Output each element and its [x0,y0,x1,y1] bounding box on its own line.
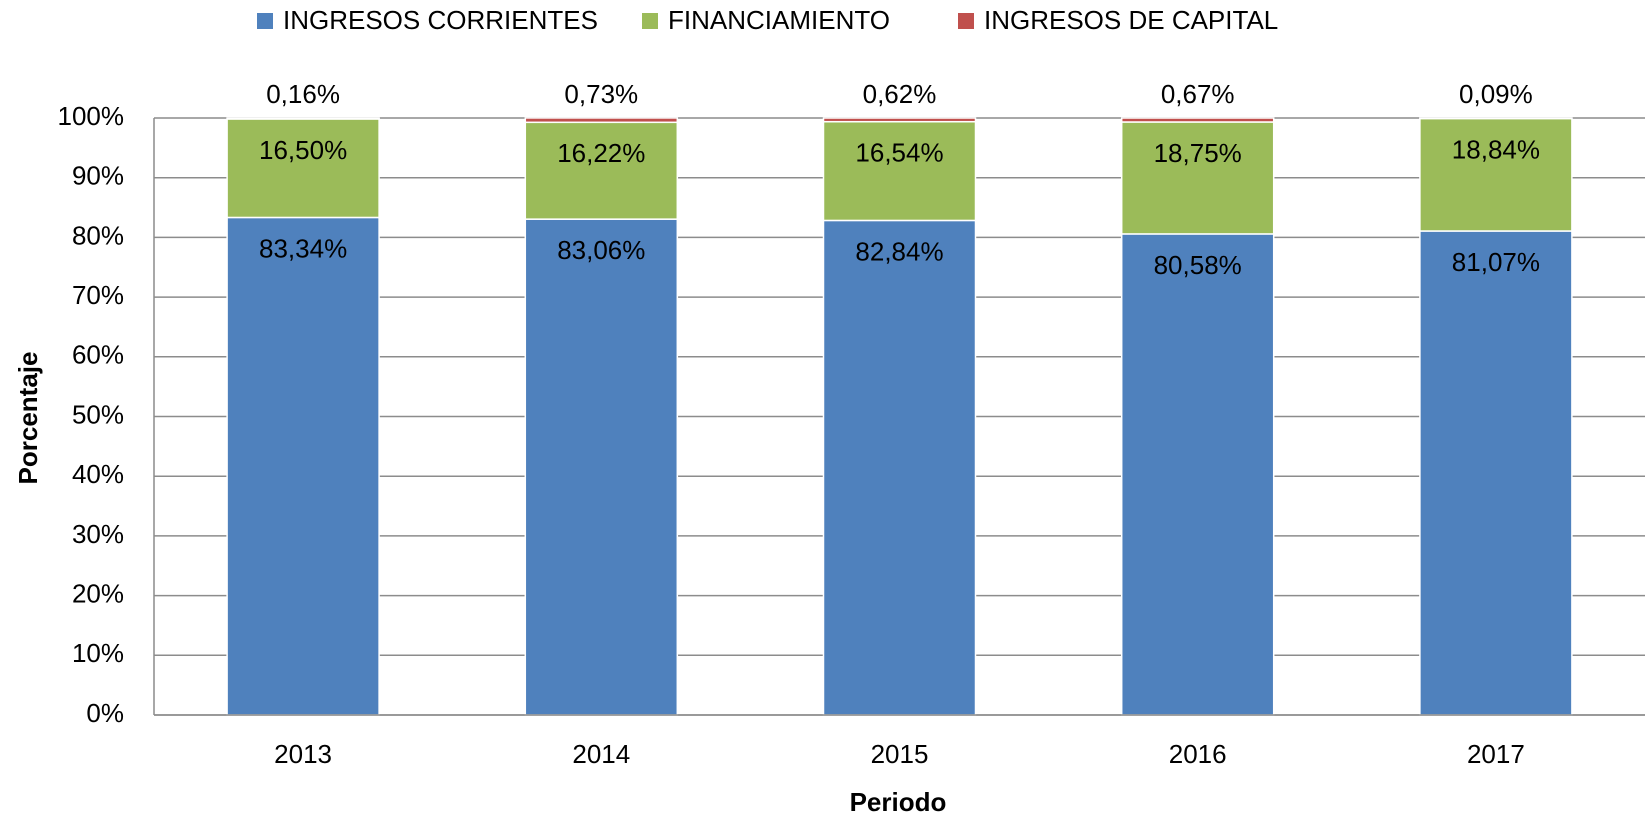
data-label: 16,54% [855,138,943,168]
y-tick-label: 100% [58,101,125,131]
data-label: 0,67% [1161,79,1235,109]
y-tick-label: 30% [72,519,124,549]
bar-segment [524,218,679,716]
y-tick-label: 10% [72,638,124,668]
y-tick-label: 0% [86,698,124,728]
data-label: 18,84% [1452,134,1540,164]
y-tick-label: 50% [72,399,124,429]
bar-segment [1419,117,1573,120]
x-tick-label: 2017 [1467,739,1525,769]
bar-segment [1120,117,1275,123]
bar-segment [226,216,380,716]
y-axis-label: Porcentaje [13,352,43,485]
bar-segment [822,117,977,123]
x-axis-label: Periodo [850,787,947,817]
bar-segment [1419,230,1573,716]
x-tick-label: 2013 [274,739,332,769]
bar-segment [524,121,679,220]
bar-segment [1120,233,1275,716]
bar-segment [226,118,380,219]
data-label: 81,07% [1452,247,1540,277]
y-tick-label: 60% [72,340,124,370]
x-tick-label: 2015 [871,739,929,769]
data-label: 83,34% [259,233,347,263]
legend-swatch [958,13,974,29]
bar-segment [822,219,977,716]
y-tick-label: 80% [72,220,124,250]
data-label: 18,75% [1154,138,1242,168]
data-label: 83,06% [557,235,645,265]
data-label: 82,84% [855,236,943,266]
legend-swatch [642,13,658,29]
data-label: 0,62% [863,79,937,109]
data-label: 16,50% [259,135,347,165]
legend-label: FINANCIAMIENTO [668,5,890,35]
data-label: 0,09% [1459,79,1533,109]
legend-label: INGRESOS CORRIENTES [283,5,598,35]
bar-segment [1419,117,1573,232]
y-tick-label: 70% [72,280,124,310]
legend-swatch [257,13,273,29]
y-tick-label: 20% [72,578,124,608]
bar-segment [226,117,380,120]
bar-segment [1120,121,1275,235]
legend-label: INGRESOS DE CAPITAL [984,5,1278,35]
data-label: 80,58% [1154,250,1242,280]
y-tick-label: 40% [72,459,124,489]
data-label: 0,16% [266,79,340,109]
data-label: 16,22% [557,138,645,168]
y-tick-label: 90% [72,161,124,191]
bar-segment [524,117,679,124]
x-tick-label: 2014 [572,739,630,769]
data-label: 0,73% [564,79,638,109]
x-tick-label: 2016 [1169,739,1227,769]
bar-segment [822,120,977,222]
